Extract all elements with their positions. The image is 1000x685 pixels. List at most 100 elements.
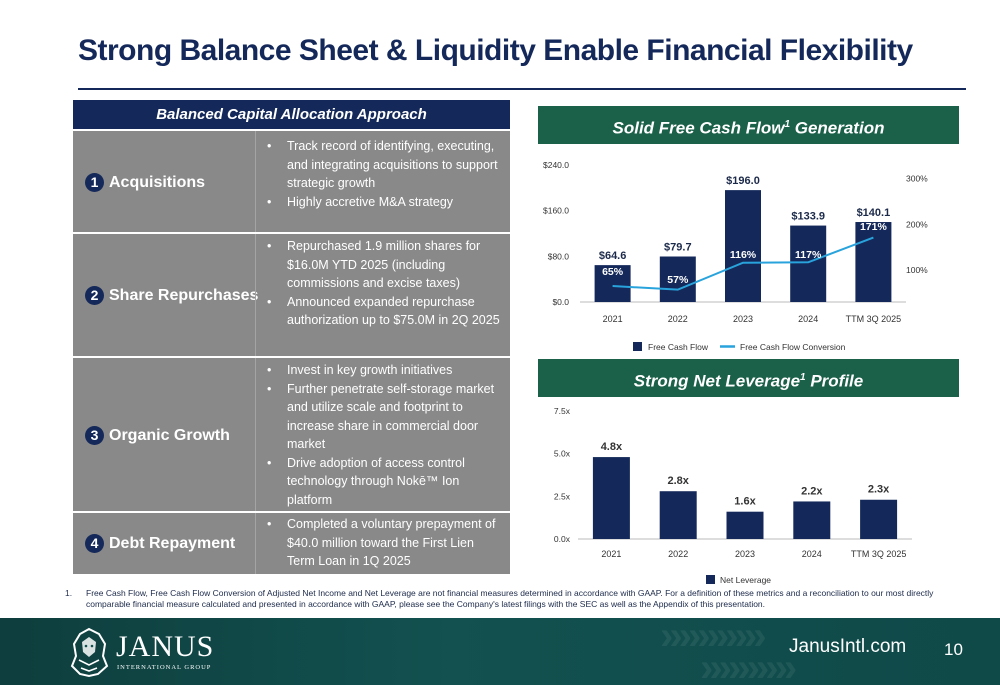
fcf-bar-value-label: $140.1 (857, 207, 891, 219)
bullet-list: Completed a voluntary prepayment of $40.… (263, 515, 503, 571)
website-link[interactable]: JanusIntl.com (789, 636, 907, 657)
leverage-section-header: Strong Net Leverage1 Profile (538, 359, 959, 397)
allocation-label-text: Acquisitions (109, 173, 206, 191)
leverage-bar (726, 511, 764, 539)
fcf-title-text: Solid Free Cash Flow (612, 118, 785, 138)
allocation-label-text: Organic Growth (109, 426, 230, 444)
fcf-section-header: Solid Free Cash Flow1 Generation (538, 106, 959, 144)
fcf-conversion-label: 117% (795, 249, 822, 261)
allocation-label: 2 Share Repurchases (85, 286, 258, 305)
x-axis-category-label: 2022 (668, 314, 688, 324)
legend-label: Free Cash Flow Conversion (740, 342, 846, 352)
y2-axis-tick-label: 200% (906, 219, 928, 229)
page-title: Strong Balance Sheet & Liquidity Enable … (78, 34, 913, 67)
bullet-item: Repurchased 1.9 million shares for $16.0… (263, 237, 503, 293)
legend-label: Net Leverage (720, 575, 771, 585)
fcf-bar-value-label: $64.6 (599, 250, 627, 262)
fcf-chart: $0.0 $80.0 $160.0 $240.0 100% 200% 300% $64.6 $7… (543, 160, 928, 352)
fcf-bar (659, 256, 696, 302)
allocation-label-text: Debt Repayment (109, 534, 236, 552)
fcf-bar (725, 190, 761, 302)
row-divider (255, 513, 256, 574)
logo-wordmark: JANUS (116, 630, 215, 663)
y-axis-tick-label: $160.0 (543, 206, 569, 216)
fcf-conversion-label: 65% (602, 266, 624, 278)
x-axis-category-label: 2024 (802, 549, 822, 559)
bullet-item: Highly accretive M&A strategy (263, 193, 503, 212)
y-axis-tick-label: $80.0 (548, 251, 570, 261)
lion-crest-logo-icon (70, 627, 109, 678)
leverage-bar (793, 501, 831, 539)
bullet-list: Repurchased 1.9 million shares for $16.0… (263, 237, 503, 330)
footnote: 1. Free Cash Flow, Free Cash Flow Conver… (65, 588, 970, 610)
y2-axis-tick-label: 100% (906, 265, 928, 275)
row-divider (255, 234, 256, 356)
fcf-bar (594, 265, 631, 302)
y-axis-tick-label: $0.0 (552, 297, 569, 307)
allocation-row-share-repurchases: 2 Share Repurchases Repurchased 1.9 mill… (73, 232, 510, 356)
fcf-bar-value-label: $196.0 (726, 175, 760, 187)
legend-swatch-bar (706, 575, 715, 584)
fcf-bar-value-label: $79.7 (664, 242, 692, 254)
leverage-bar-value-label: 4.8x (601, 441, 623, 453)
leverage-title-footnote-marker: 1 (800, 372, 806, 383)
leverage-bar-value-label: 2.3x (868, 484, 890, 496)
leverage-bar (659, 491, 697, 539)
bullet-item: Announced expanded repurchase authorizat… (263, 293, 503, 330)
logo-subtitle: INTERNATIONAL GROUP (117, 664, 212, 671)
fcf-conversion-label: 57% (667, 274, 689, 286)
bullet-item: Completed a voluntary prepayment of $40.… (263, 515, 503, 571)
leverage-chart: 0.0x 2.5x 5.0x 7.5x 4.8x 2.8x 1.6x 2.2x 2.3x 2021… (554, 406, 912, 585)
bullet-item: Drive adoption of access control technol… (263, 454, 503, 510)
x-axis-category-label: 2022 (668, 549, 688, 559)
row-divider (255, 358, 256, 511)
leverage-bar (592, 457, 630, 539)
bullet-item: Track record of identifying, executing, … (263, 137, 503, 193)
y-axis-tick-label: 7.5x (554, 406, 571, 416)
x-axis-category-label: 2021 (601, 549, 621, 559)
leverage-title-suffix: Profile (805, 371, 864, 391)
allocation-row-acquisitions: 1 Acquisitions Track record of identifyi… (73, 129, 510, 232)
chevron-decoration: ›››››››››› (700, 646, 797, 685)
allocation-row-organic-growth: 3 Organic Growth Invest in key growth in… (73, 356, 510, 511)
number-badge: 4 (85, 534, 104, 553)
y-axis-tick-label: 5.0x (554, 449, 571, 459)
fcf-bar-value-label: $133.9 (791, 211, 825, 223)
capital-allocation-table: Balanced Capital Allocation Approach 1 A… (73, 100, 510, 574)
fcf-conversion-line (612, 236, 874, 291)
y2-axis-tick-label: 300% (906, 174, 928, 184)
fcf-bar (855, 222, 892, 302)
fcf-title-footnote-marker: 1 (784, 119, 790, 130)
capital-allocation-header: Balanced Capital Allocation Approach (73, 100, 510, 129)
bullet-list: Invest in key growth initiatives Further… (263, 361, 503, 509)
leverage-bar (860, 499, 898, 539)
page-number: 10 (944, 640, 963, 659)
y-axis-tick-label: $240.0 (543, 160, 569, 170)
leverage-bar-value-label: 2.2x (801, 485, 823, 497)
x-axis-category-label: 2023 (735, 549, 755, 559)
leverage-title-text: Strong Net Leverage (633, 371, 801, 391)
allocation-label-text: Share Repurchases (109, 286, 259, 304)
bullet-item: Further penetrate self-storage market an… (263, 380, 503, 454)
allocation-label: 1 Acquisitions (85, 173, 205, 192)
y-axis-tick-label: 2.5x (554, 491, 571, 501)
footnote-text: Free Cash Flow, Free Cash Flow Conversio… (86, 588, 934, 609)
bullet-item: Invest in key growth initiatives (263, 361, 503, 380)
legend-swatch-bar (633, 342, 642, 351)
legend-label: Free Cash Flow (648, 342, 709, 352)
footer-band: ››››››››››› ›››››››››› JANUS INTERNATION… (0, 618, 1000, 685)
footnote-number: 1. (65, 588, 73, 598)
leverage-bar-value-label: 1.6x (734, 496, 756, 508)
y-axis-tick-label: 0.0x (554, 534, 571, 544)
fcf-title-suffix: Generation (790, 118, 885, 138)
fcf-conversion-label: 171% (860, 221, 888, 233)
x-axis-category-label: 2024 (798, 314, 818, 324)
x-axis-category-label: 2021 (603, 314, 623, 324)
x-axis-category-label: TTM 3Q 2025 (846, 314, 902, 324)
row-divider (255, 131, 256, 232)
number-badge: 3 (85, 426, 104, 445)
number-badge: 2 (85, 286, 104, 305)
x-axis-category-label: TTM 3Q 2025 (851, 549, 907, 559)
chevron-decoration: ››››››››››› (660, 618, 767, 658)
allocation-row-debt-repayment: 4 Debt Repayment Completed a voluntary p… (73, 511, 510, 574)
